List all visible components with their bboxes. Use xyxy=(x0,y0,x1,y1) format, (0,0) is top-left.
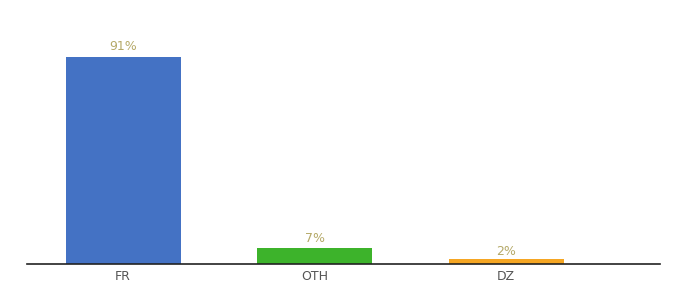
Text: 7%: 7% xyxy=(305,232,324,244)
Text: 91%: 91% xyxy=(109,40,137,53)
Bar xyxy=(449,260,564,264)
Text: 2%: 2% xyxy=(496,244,516,258)
Bar xyxy=(257,248,372,264)
Bar xyxy=(65,56,180,264)
